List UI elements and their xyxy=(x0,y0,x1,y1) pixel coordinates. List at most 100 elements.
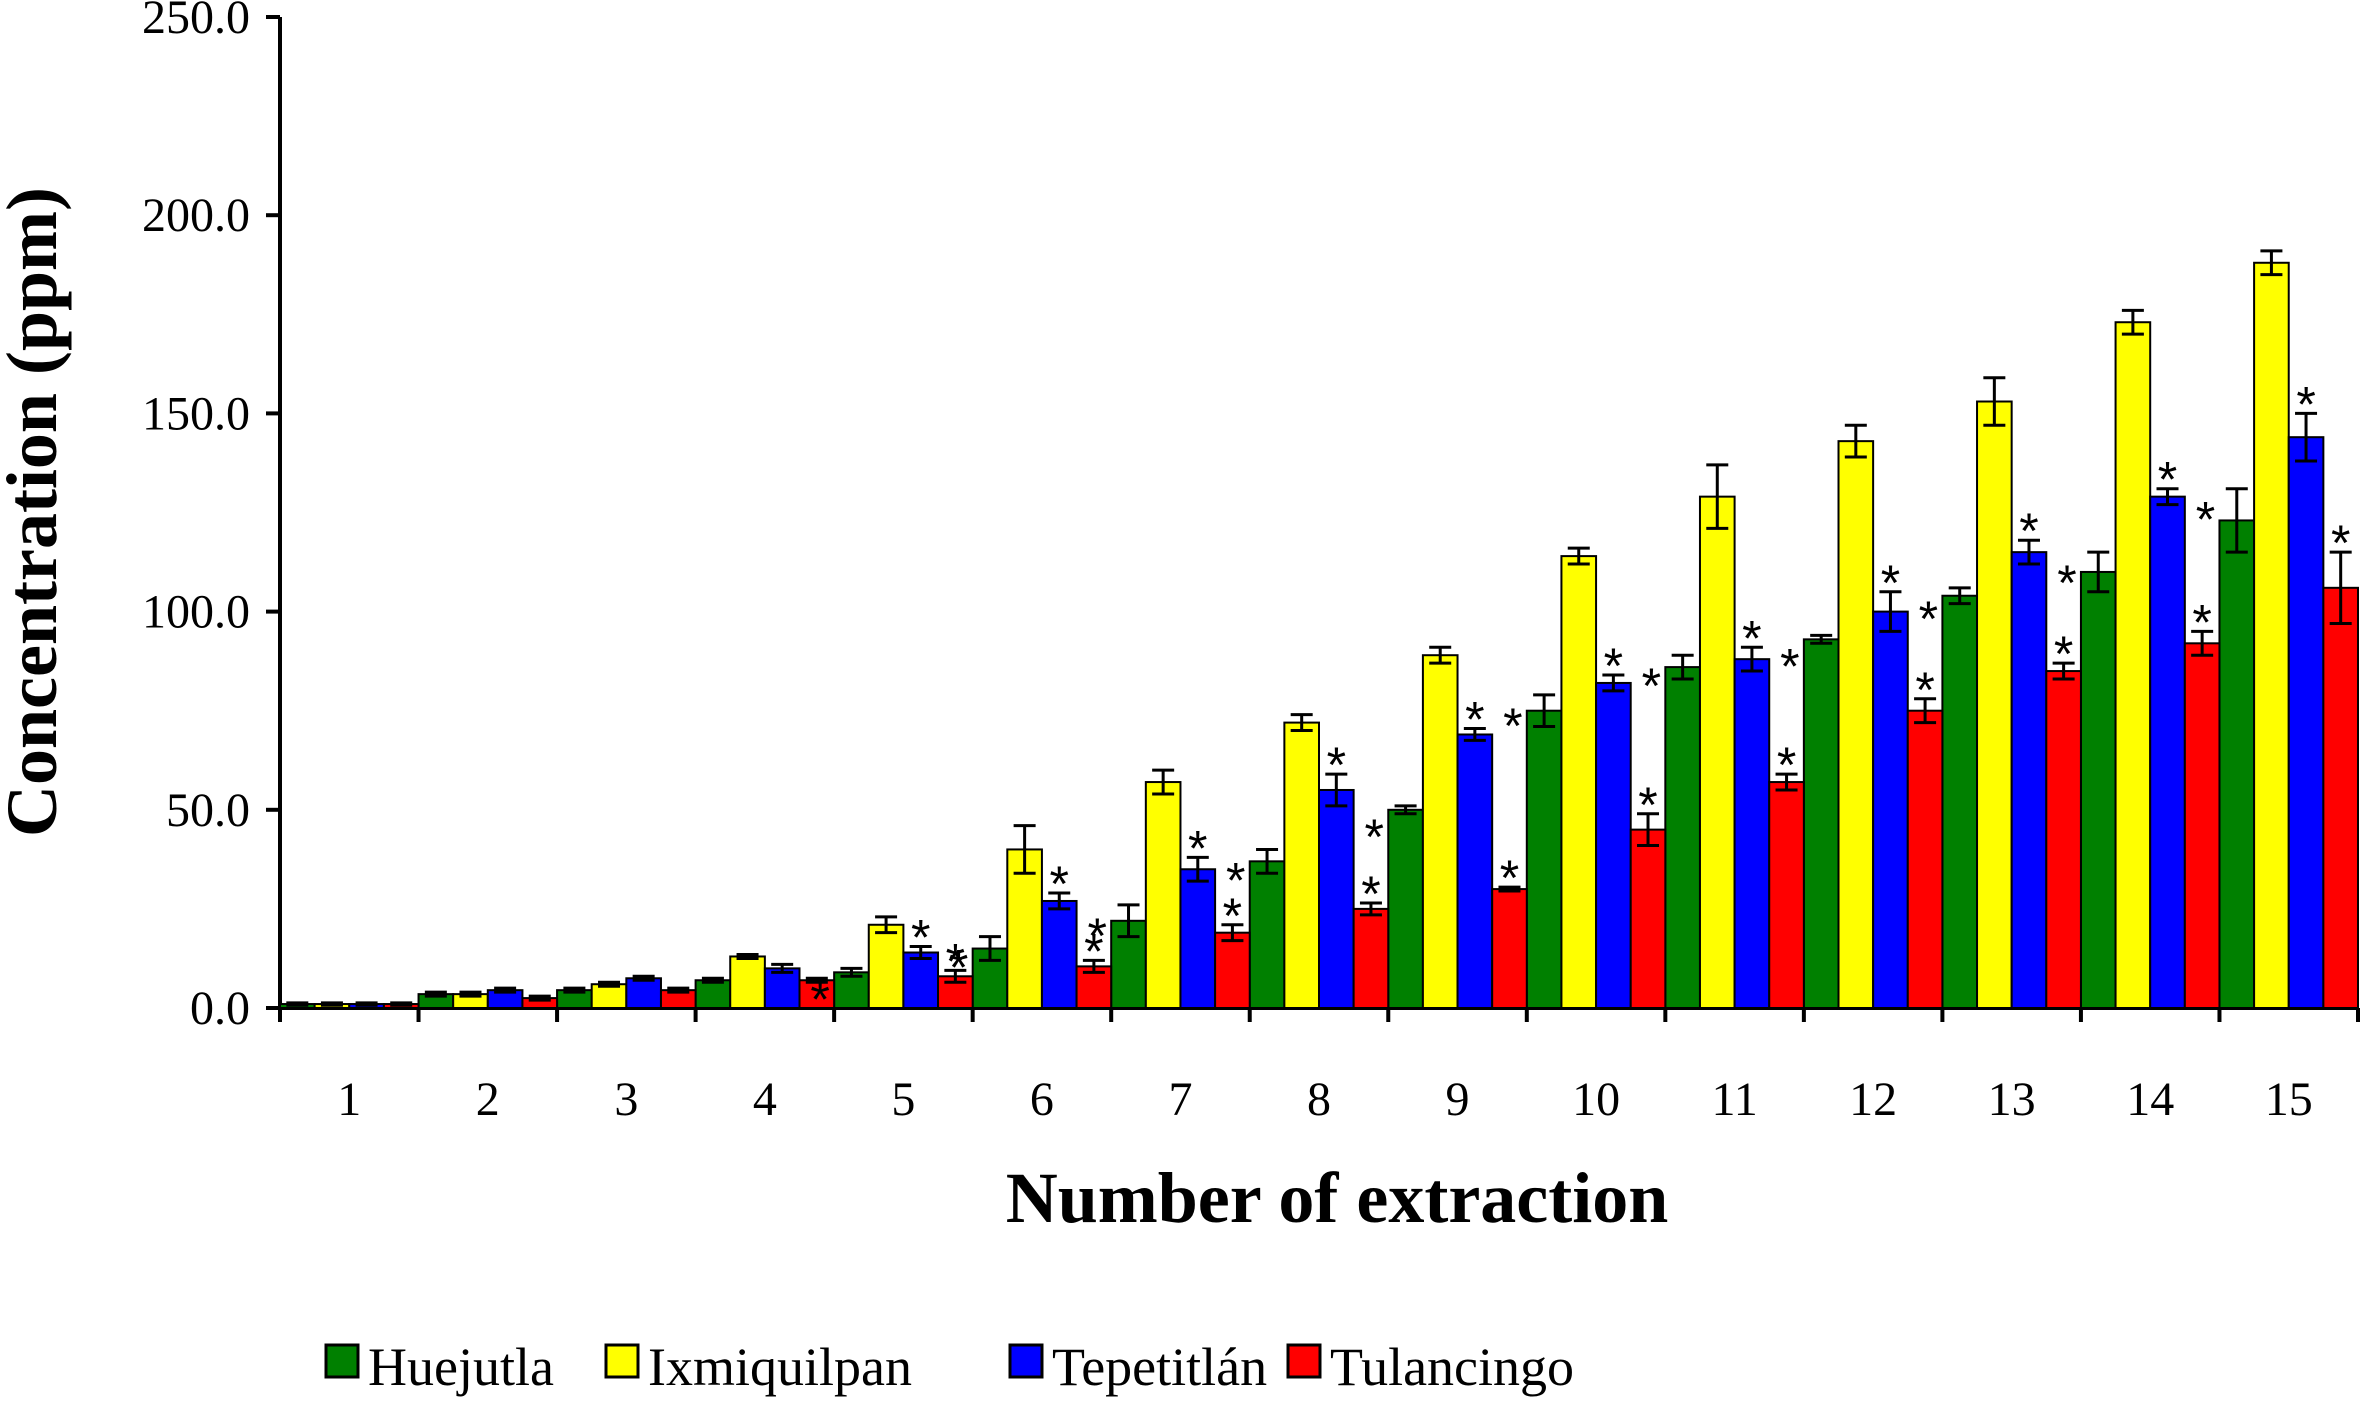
significance-star: * xyxy=(810,971,829,1027)
bar xyxy=(1387,808,1424,1009)
significance-star: * xyxy=(1777,737,1796,793)
significance-star: * xyxy=(1642,658,1661,714)
bar xyxy=(2010,551,2048,1009)
x-tick-label: 13 xyxy=(1988,1073,2036,1126)
bar xyxy=(902,951,940,1010)
bar xyxy=(2149,495,2186,1009)
bar xyxy=(1283,721,1321,1009)
bar xyxy=(1941,594,1979,1010)
x-tick-label: 4 xyxy=(753,1073,777,1126)
x-tick-label: 10 xyxy=(1572,1073,1620,1126)
significance-star: * xyxy=(1919,591,1938,647)
significance-star: * xyxy=(1050,856,1069,912)
x-tick-label: 8 xyxy=(1307,1073,1331,1126)
bar xyxy=(2322,586,2360,1009)
bar xyxy=(590,983,628,1010)
legend: Huejutla Ixmiquilpan Tepetitlán Tulancingo xyxy=(324,1337,1574,1397)
bar xyxy=(1040,899,1078,1009)
bar xyxy=(2079,570,2117,1010)
bar xyxy=(1144,781,1182,1009)
bar xyxy=(1352,907,1390,1010)
significance-star: * xyxy=(911,910,930,966)
significance-star: * xyxy=(2057,555,2076,611)
legend-swatch xyxy=(324,1343,360,1379)
y-tick-label: 150.0 xyxy=(142,387,250,440)
significance-star: * xyxy=(1881,555,1900,611)
bar xyxy=(2045,670,2082,1009)
bar xyxy=(1698,495,1736,1009)
legend-label: Tulancingo xyxy=(1330,1337,1574,1397)
y-tick-label: 200.0 xyxy=(142,189,250,242)
x-tick-label: 11 xyxy=(1711,1073,1757,1126)
significance-star: * xyxy=(946,933,965,989)
bar xyxy=(1456,733,1494,1009)
bar xyxy=(1421,654,1459,1009)
bar xyxy=(1006,848,1043,1009)
x-tick-label: 6 xyxy=(1030,1073,1054,1126)
x-tick-label: 14 xyxy=(2126,1073,2174,1126)
significance-star: * xyxy=(2158,452,2177,508)
bar xyxy=(2218,519,2256,1009)
significance-star: * xyxy=(1604,638,1623,694)
significance-star: * xyxy=(2331,515,2350,571)
legend-swatch xyxy=(1008,1343,1044,1379)
bar xyxy=(2287,436,2325,1009)
y-tick-label: 100.0 xyxy=(142,586,250,639)
bar xyxy=(2183,642,2221,1009)
bar xyxy=(2114,321,2152,1009)
significance-star: * xyxy=(1500,850,1519,906)
bar xyxy=(1214,931,1251,1010)
bar xyxy=(625,977,662,1010)
bar xyxy=(1837,440,1875,1009)
bar xyxy=(1802,638,1840,1010)
bar xyxy=(1664,666,1701,1009)
significance-star: * xyxy=(2019,503,2038,559)
significance-star: * xyxy=(2192,594,2211,650)
y-axis-title: Concentration (ppm) xyxy=(0,187,72,837)
legend-label: Tepetitlán xyxy=(1052,1337,1267,1397)
significance-star: * xyxy=(2296,376,2315,432)
significance-star: * xyxy=(949,940,968,996)
bar xyxy=(1179,868,1217,1010)
legend-label: Huejutla xyxy=(368,1337,554,1397)
legend-swatch xyxy=(1286,1343,1322,1379)
significance-star: * xyxy=(1780,638,1799,694)
significance-star: * xyxy=(1188,820,1207,876)
bar xyxy=(1560,555,1598,1009)
x-axis-title: Number of extraction xyxy=(1006,1158,1669,1238)
y-tick-label: 250.0 xyxy=(142,0,250,44)
y-tick-label: 0.0 xyxy=(190,982,250,1035)
significance-star: * xyxy=(1087,908,1106,964)
bar xyxy=(1872,610,1909,1009)
bar xyxy=(1629,828,1667,1009)
significance-star: * xyxy=(1915,662,1934,718)
significance-star: * xyxy=(1223,888,1242,944)
bar xyxy=(1906,709,1944,1009)
significance-star: * xyxy=(1742,610,1761,666)
significance-star: * xyxy=(1084,923,1103,979)
x-tick-label: 12 xyxy=(1849,1073,1897,1126)
bar xyxy=(2253,261,2290,1009)
legend-label: Ixmiquilpan xyxy=(648,1337,912,1397)
bar xyxy=(1768,781,1805,1009)
x-tick-label: 5 xyxy=(891,1073,915,1126)
x-tick-label: 3 xyxy=(614,1073,638,1126)
bars-layer xyxy=(279,249,2360,1010)
bar xyxy=(1733,658,1771,1010)
significance-star: * xyxy=(2054,626,2073,682)
y-tick-label: 50.0 xyxy=(166,784,250,837)
significance-star: * xyxy=(1327,737,1346,793)
significance-star: * xyxy=(1365,809,1384,865)
x-tick-label: 7 xyxy=(1168,1073,1192,1126)
significance-star: * xyxy=(1503,698,1522,754)
significance-star: * xyxy=(1226,852,1245,908)
significance-star: * xyxy=(1465,692,1484,748)
bar xyxy=(1525,709,1563,1009)
x-tick-label: 1 xyxy=(337,1073,361,1126)
bar xyxy=(1595,681,1632,1010)
bar xyxy=(763,967,801,1009)
x-tick-label: 15 xyxy=(2265,1073,2313,1126)
bar xyxy=(1248,860,1286,1009)
